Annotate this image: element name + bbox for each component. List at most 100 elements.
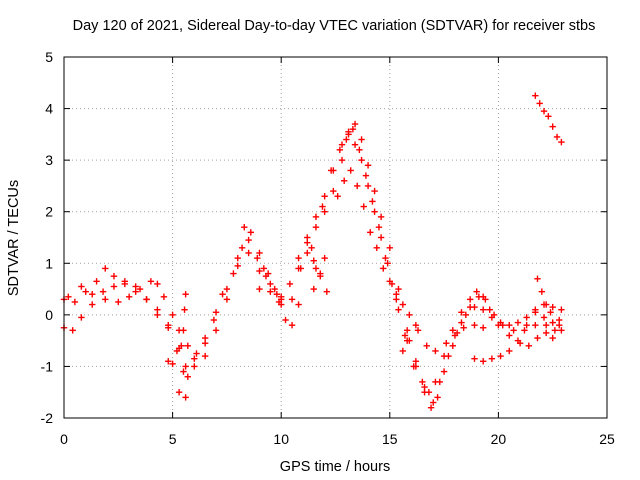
data-point: [432, 347, 439, 355]
data-point: [525, 342, 533, 349]
data-point: [399, 347, 407, 355]
data-point: [471, 321, 478, 329]
series-4: [271, 120, 565, 411]
data-point: [377, 213, 385, 221]
data-point: [549, 319, 556, 326]
data-point: [377, 234, 385, 241]
data-point: [540, 314, 548, 321]
series-5: [278, 128, 563, 396]
data-point: [319, 203, 326, 210]
data-point: [143, 296, 150, 303]
data-point: [356, 146, 363, 154]
data-point: [256, 249, 263, 257]
data-point: [542, 329, 550, 337]
data-point: [427, 404, 435, 411]
data-point: [382, 254, 389, 262]
data-point: [471, 303, 478, 311]
data-point: [312, 223, 320, 231]
data-point: [312, 213, 320, 221]
data-point: [247, 229, 254, 236]
series-6: [308, 126, 563, 406]
data-point: [445, 352, 452, 360]
series-7: [297, 167, 487, 355]
data-point: [358, 136, 365, 143]
data-point: [430, 399, 437, 406]
data-point: [93, 278, 100, 285]
data-point: [369, 198, 376, 205]
data-point: [181, 306, 188, 313]
y-tick-label: 2: [45, 204, 53, 220]
data-point: [78, 283, 85, 290]
data-point: [182, 363, 189, 370]
data-point: [234, 262, 241, 270]
data-point: [230, 270, 237, 277]
series-9: [532, 92, 565, 316]
data-point: [132, 283, 139, 290]
data-point: [395, 306, 402, 313]
data-point: [488, 355, 496, 362]
data-point: [364, 182, 372, 190]
data-point: [99, 288, 107, 295]
x-tick-label: 0: [60, 431, 68, 447]
y-tick-label: 5: [45, 49, 53, 65]
data-point: [102, 296, 109, 303]
data-point: [551, 327, 559, 334]
data-point: [317, 270, 324, 277]
chart-title: Day 120 of 2021, Sidereal Day-to-day VTE…: [73, 18, 596, 34]
data-point: [154, 280, 161, 288]
data-point: [254, 254, 261, 262]
data-point: [180, 368, 187, 375]
data-point: [553, 133, 561, 141]
data-point: [336, 146, 344, 154]
y-tick-label: 3: [45, 152, 53, 168]
data-point: [191, 355, 198, 362]
data-point: [267, 288, 274, 295]
data-point: [282, 316, 289, 324]
data-point: [321, 254, 328, 262]
data-point: [523, 321, 530, 329]
data-point: [556, 316, 563, 324]
data-point: [147, 278, 155, 285]
data-point: [267, 280, 274, 288]
data-point: [401, 332, 409, 339]
y-tick-label: -2: [41, 410, 54, 426]
data-point: [497, 352, 504, 360]
data-point: [89, 291, 96, 298]
data-point: [458, 309, 465, 316]
data-point: [384, 260, 391, 267]
data-point: [345, 128, 352, 135]
data-point: [386, 278, 393, 285]
data-point: [234, 254, 241, 262]
data-point: [540, 107, 548, 115]
data-point: [371, 187, 378, 195]
data-point: [440, 368, 448, 375]
data-point: [288, 321, 296, 329]
data-point: [466, 296, 474, 303]
data-point: [412, 363, 420, 370]
y-tick-label: 4: [45, 101, 53, 117]
data-point: [89, 301, 96, 308]
data-point: [399, 301, 407, 308]
data-point: [110, 283, 118, 290]
x-tick-label: 20: [491, 431, 507, 447]
x-tick-label: 25: [599, 431, 615, 447]
data-point: [201, 352, 209, 360]
data-point: [506, 347, 513, 355]
data-point: [182, 291, 189, 298]
data-point: [479, 358, 487, 365]
data-point: [349, 126, 357, 133]
data-point: [395, 285, 402, 293]
data-point: [321, 193, 328, 200]
data-point: [78, 314, 85, 321]
data-point: [423, 342, 430, 349]
data-point: [419, 378, 426, 386]
data-point: [545, 113, 552, 120]
data-point: [558, 327, 565, 334]
data-point: [510, 327, 517, 334]
data-point: [449, 342, 456, 349]
data-point: [449, 327, 456, 334]
data-point: [212, 309, 220, 316]
data-point: [497, 319, 504, 326]
data-point: [406, 311, 413, 319]
data-point: [193, 350, 200, 357]
